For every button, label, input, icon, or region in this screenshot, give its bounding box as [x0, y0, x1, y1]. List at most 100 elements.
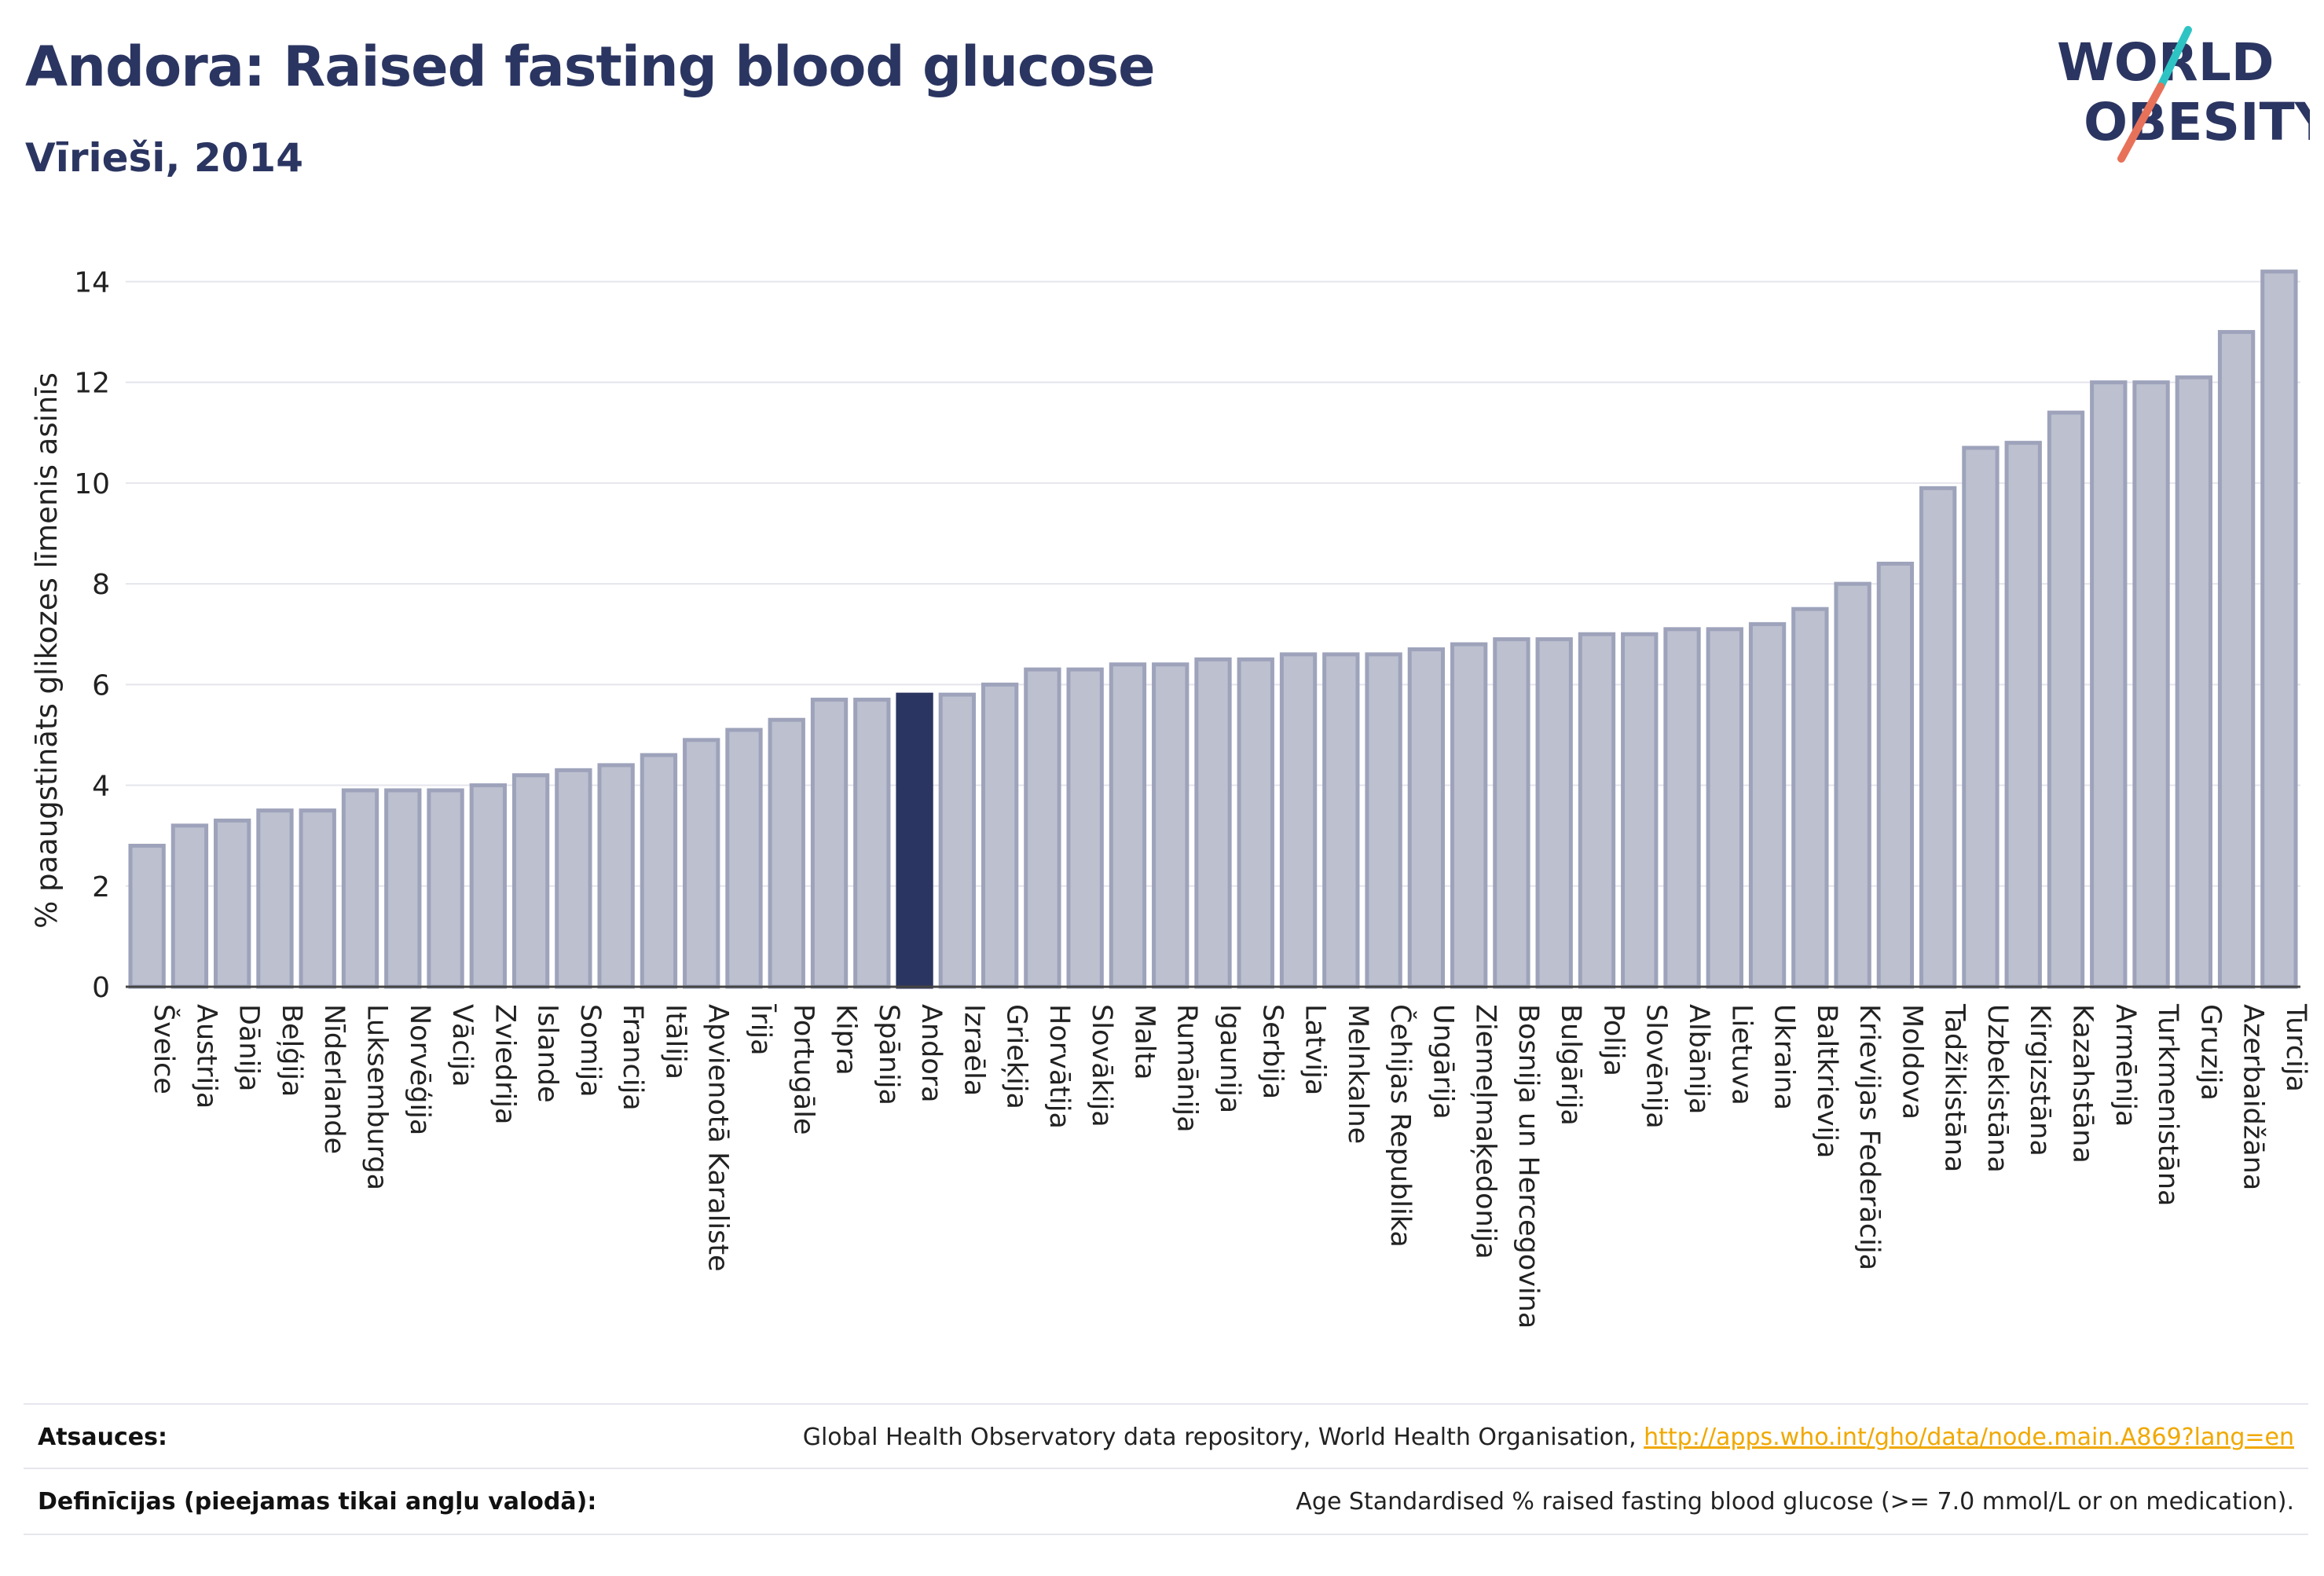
x-tick-label: Kazahstāna — [2066, 1004, 2098, 1164]
x-tick-label: Baltkrievija — [1811, 1004, 1842, 1158]
bar — [2217, 330, 2256, 989]
axis-layer: 0 2 4 6 8 10 12 14 Šveice Austrija Dānija Beļģija Nī… — [74, 266, 2311, 1329]
bar — [768, 717, 805, 989]
x-tick-label: Bosnija un Hercegovina — [1512, 1004, 1544, 1329]
bar — [2090, 380, 2128, 989]
x-tick-label: Moldova — [1896, 1004, 1927, 1120]
x-tick-label: Beļģija — [276, 1004, 307, 1097]
bar — [1834, 581, 1871, 989]
x-tick-label: Polija — [1597, 1004, 1629, 1076]
page-subtitle: Vīrieši, 2014 — [25, 135, 304, 181]
x-tick-label: Austrija — [190, 1004, 222, 1109]
x-tick-label: Spānija — [873, 1004, 904, 1105]
x-tick-label: Turcija — [2280, 1003, 2311, 1092]
bar — [1663, 627, 1701, 989]
world-obesity-logo: WORLD OBESITY — [2057, 26, 2310, 163]
sources-text: Global Health Observatory data repositor… — [802, 1424, 1644, 1451]
x-tick-label: Kipra — [830, 1004, 862, 1076]
bar — [1919, 486, 1957, 989]
bar — [1322, 652, 1360, 989]
logo-line2: OBESITY — [2084, 92, 2310, 152]
x-tick-label: Horvātija — [1043, 1004, 1075, 1129]
bar — [1450, 642, 1488, 989]
x-tick-label: Nīderlande — [318, 1004, 350, 1154]
bar — [597, 763, 635, 989]
bar — [938, 692, 977, 989]
bar — [1706, 627, 1743, 989]
definitions-label: Definīcijas (pieejamas tikai angļu valod… — [38, 1488, 597, 1516]
x-tick-label: Kirgizstāna — [2024, 1004, 2055, 1156]
bar — [555, 768, 592, 989]
x-tick-label: Ungārija — [1427, 1004, 1458, 1120]
x-tick-label: Slovēnija — [1640, 1004, 1672, 1129]
bar — [2132, 380, 2170, 989]
x-tick-label: Slovākija — [1086, 1004, 1117, 1127]
bar — [1621, 632, 1659, 989]
y-tick-label: 2 — [92, 871, 110, 903]
definitions-row: Definīcijas (pieejamas tikai angļu valod… — [24, 1468, 2308, 1535]
page-title: Andora: Raised fasting blood glucose — [25, 35, 1156, 99]
x-tick-label: Igaunija — [1214, 1004, 1245, 1113]
x-tick-label: Apvienotā Karaliste — [702, 1004, 734, 1272]
y-tick-label: 4 — [92, 771, 110, 803]
bar — [1407, 647, 1446, 989]
bar — [2004, 441, 2042, 989]
x-tick-label: Lietuva — [1725, 1004, 1757, 1105]
x-tick-label: Andora — [915, 1004, 947, 1103]
bar — [1493, 637, 1530, 989]
x-tick-label: Gruzija — [2194, 1004, 2226, 1101]
x-tick-label: Serbija — [1256, 1004, 1288, 1099]
sources-row: Atsauces: Global Health Observatory data… — [24, 1403, 2308, 1469]
bar — [2047, 410, 2085, 989]
bar — [384, 788, 422, 989]
x-tick-label: Itālija — [659, 1004, 691, 1079]
y-tick-label: 12 — [74, 368, 110, 400]
bar — [256, 808, 294, 989]
x-tick-label: Rumānija — [1171, 1004, 1203, 1133]
x-tick-label: Malta — [1128, 1004, 1160, 1080]
logo-slash-coral — [2117, 82, 2165, 163]
bar — [511, 773, 550, 989]
x-tick-label: Uzbekistāna — [1981, 1004, 2013, 1173]
bar — [1024, 667, 1061, 989]
y-tick-label: 6 — [92, 669, 110, 702]
bar — [1962, 445, 2000, 989]
bar — [1066, 667, 1104, 989]
y-axis-title: % paaugstināts glikozes līmenis asinīs — [30, 372, 64, 929]
bar — [683, 738, 720, 989]
definitions-value: Age Standardised % raised fasting blood … — [1296, 1488, 2294, 1516]
x-tick-label: Islande — [532, 1004, 563, 1103]
y-tick-label: 14 — [74, 266, 110, 299]
x-tick-label: Norvēģija — [404, 1004, 435, 1135]
x-tick-label: Luksemburga — [361, 1004, 393, 1190]
x-tick-label: Vācija — [446, 1004, 478, 1087]
bar — [1194, 657, 1232, 989]
x-tick-label: Zviedrija — [489, 1004, 520, 1124]
x-tick-label: Ukraina — [1769, 1004, 1800, 1110]
bar — [981, 682, 1019, 989]
x-tick-label: Francija — [617, 1004, 648, 1111]
bar — [427, 788, 464, 989]
x-tick-label: Melnkalne — [1342, 1004, 1373, 1144]
bar — [469, 783, 508, 989]
bar — [2260, 269, 2298, 989]
bar — [853, 698, 891, 989]
y-tick-label: 10 — [74, 468, 110, 500]
bar — [1535, 637, 1573, 989]
x-tick-label: Grieķija — [1001, 1004, 1032, 1109]
sources-link[interactable]: http://apps.who.int/gho/data/node.main.A… — [1644, 1424, 2294, 1451]
bar — [1876, 561, 1915, 989]
sources-value: Global Health Observatory data repositor… — [803, 1424, 2294, 1451]
bar-highlight — [896, 692, 933, 989]
bar — [214, 818, 251, 989]
x-tick-label: Turkmenistāna — [2152, 1003, 2183, 1206]
bar-layer — [128, 269, 2298, 989]
x-tick-label: Albānija — [1683, 1004, 1714, 1114]
bar — [128, 843, 166, 989]
x-tick-label: Azerbaidžāna — [2238, 1004, 2269, 1190]
bar — [1748, 621, 1787, 989]
x-tick-label: Somija — [574, 1004, 606, 1098]
bar — [810, 698, 849, 989]
y-tick-label: 8 — [92, 569, 110, 601]
bar — [2175, 375, 2212, 989]
